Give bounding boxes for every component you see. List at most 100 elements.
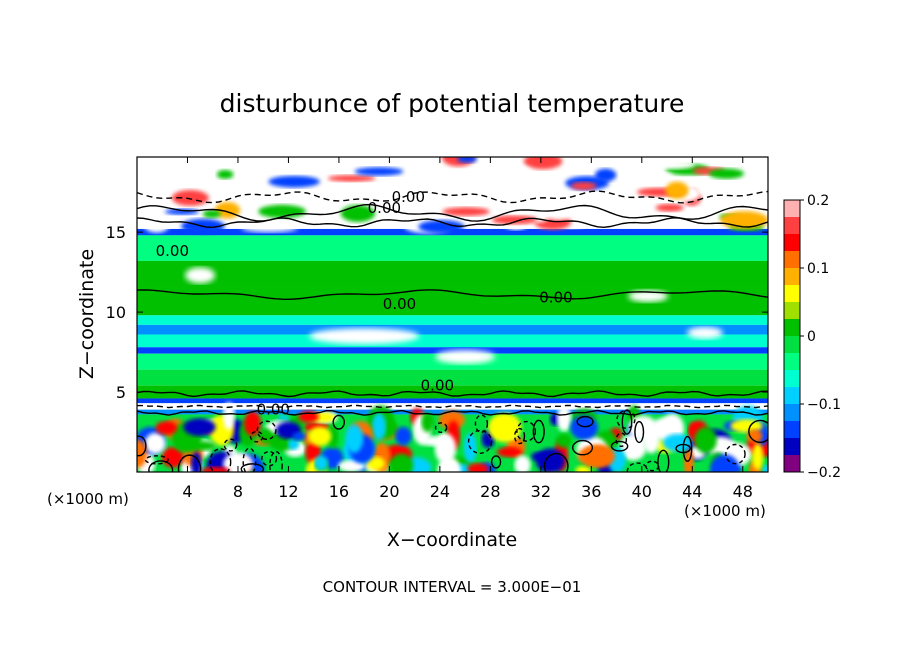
colorbar: 0.2 0.1 0 −0.1 −0.2 [783, 193, 841, 481]
contour-label-3: 0.00 [383, 295, 416, 313]
lower-turbulence-feature [395, 426, 412, 446]
lower-turbulence-feature [326, 425, 339, 449]
lower-turbulence-feature [222, 402, 235, 430]
warm-anomaly-feature [309, 328, 420, 345]
band-7 [137, 334, 768, 348]
upper-turbulence-feature [665, 181, 689, 199]
contour-loop [249, 430, 264, 443]
x-tick-label-12: 12 [278, 482, 298, 501]
lower-turbulence-feature [200, 466, 230, 472]
band-8 [137, 347, 768, 354]
contour-loop [177, 454, 202, 472]
upper-turbulence-feature [491, 215, 538, 225]
lower-turbulence-feature [421, 412, 434, 433]
contour-line-negative [137, 404, 768, 409]
contour-layer [137, 190, 768, 472]
upper-turbulence-feature [213, 189, 249, 198]
y-tick-label-5: 5 [116, 383, 126, 402]
contour-loop [513, 427, 526, 445]
upper-turbulence-feature [202, 209, 221, 219]
lower-turbulence-feature [535, 448, 565, 472]
lower-turbulence-feature [488, 412, 522, 443]
lower-turbulence-feature [345, 424, 364, 453]
band-5 [137, 315, 768, 325]
upper-turbulence-feature [622, 171, 673, 179]
contour-loop [657, 449, 670, 472]
contour-loop [223, 438, 238, 452]
contour-label-layer: 0.000.000.000.00 0.000.000.00 [156, 188, 573, 419]
upper-turbulence-feature [708, 168, 745, 179]
upper-turbulence-feature [655, 203, 684, 212]
contour-line [137, 203, 768, 222]
upper-turbulence-feature [340, 205, 376, 222]
contour-loop [634, 420, 645, 444]
contour-loop [490, 455, 502, 469]
x-tick-label-8: 8 [233, 482, 243, 501]
lower-turbulence-feature [751, 443, 764, 471]
warm-anomaly-feature [435, 349, 496, 364]
warm-anomaly-feature [241, 222, 298, 233]
upper-turbulence-feature [651, 160, 696, 170]
upper-turbulence-feature [575, 215, 620, 224]
lower-turbulence-feature [496, 447, 523, 458]
contour-loop [144, 455, 169, 465]
upper-turbulence-feature [268, 175, 320, 188]
band-12 [137, 398, 768, 404]
chart-title: disturbunce of potential temperature [220, 89, 685, 118]
x-tick-label-44: 44 [682, 482, 702, 501]
contour-loop [748, 419, 768, 444]
upper-turbulence-feature [354, 167, 404, 176]
upper-turbulence-feature [697, 183, 723, 197]
contour-loop [543, 452, 569, 472]
contour-line-negative [137, 190, 768, 204]
colorbar-swatch [784, 421, 800, 439]
contour-loop [621, 409, 633, 435]
colorbar-swatch [784, 234, 800, 252]
contour-loop [269, 451, 283, 472]
upper-turbulence-feature [216, 169, 234, 180]
lower-turbulence-feature [650, 417, 678, 441]
upper-turbulence-feature [171, 190, 209, 206]
lower-turbulence-feature [577, 446, 612, 466]
colorbar-tick-label-4: −0.2 [807, 465, 841, 481]
upper-turbulence-feature [442, 207, 490, 216]
contour-loop [332, 414, 345, 430]
contour-loop [242, 447, 257, 472]
lower-turbulence-feature [575, 465, 592, 472]
contour-loop [261, 450, 278, 467]
x-tick-label-24: 24 [430, 482, 450, 501]
contour-interval-note: CONTOUR INTERVAL = 3.000E−01 [323, 578, 582, 596]
contour-loop [532, 419, 545, 444]
contour-line [137, 217, 768, 229]
x-tick-label-48: 48 [733, 482, 753, 501]
x-tick-label-40: 40 [632, 482, 652, 501]
upper-turbulence-feature [523, 157, 563, 170]
lower-turbulence-feature [746, 429, 763, 444]
band-4 [137, 286, 768, 316]
colorbar-swatch [784, 387, 800, 405]
x-tick-label-36: 36 [581, 482, 601, 501]
contour-loop [610, 440, 629, 452]
lower-turbulence-feature [259, 428, 272, 445]
lower-turbulence-feature [287, 438, 300, 450]
colorbar-swatch [784, 438, 800, 456]
colorbar-swatch [784, 336, 800, 354]
colorbar-swatch [784, 302, 800, 320]
colorbar-swatch [784, 217, 800, 235]
band-6 [137, 324, 768, 335]
plot-frame [136, 156, 769, 473]
contour-loop [434, 422, 448, 434]
upper-turbulence-feature [459, 183, 493, 194]
contour-loop [240, 463, 265, 472]
contour-label-1: 0.00 [392, 188, 425, 206]
lower-turbulence-feature [556, 433, 572, 448]
contour-loop [256, 420, 277, 440]
contour-loop [615, 432, 628, 448]
lower-turbulence-feature [298, 410, 319, 423]
lower-turbulence-feature [183, 418, 216, 436]
contour-label-0: 0.00 [156, 242, 189, 260]
lower-turbulence-feature [570, 415, 598, 440]
colorbar-tick-label-1: 0.1 [807, 261, 829, 277]
lower-turbulence-feature [308, 426, 332, 447]
x-tick-label-20: 20 [379, 482, 399, 501]
